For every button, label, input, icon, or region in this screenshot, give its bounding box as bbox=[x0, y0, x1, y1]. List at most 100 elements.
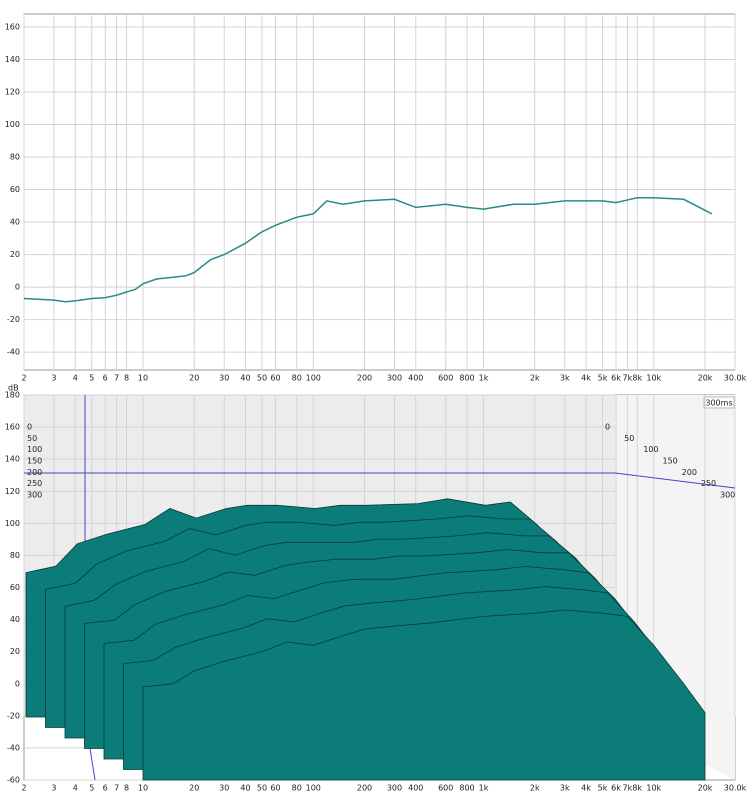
y-tick-label: -40 bbox=[7, 348, 20, 357]
time-box bbox=[703, 396, 735, 409]
x-tick-label: 40 bbox=[240, 784, 250, 793]
x-tick-label: 10k bbox=[646, 784, 661, 793]
x-tick-label: 8k bbox=[632, 374, 642, 383]
x-tick-label: 7k bbox=[623, 374, 633, 383]
x-tick-label: 5 bbox=[89, 374, 94, 383]
x-tick-label: 2k bbox=[530, 374, 540, 383]
x-tick-label: 30 bbox=[219, 374, 229, 383]
x-tick-label: 6k bbox=[611, 374, 621, 383]
time-label: 50 bbox=[624, 434, 634, 443]
time-label: 0 bbox=[605, 423, 610, 432]
plot-area bbox=[23, 13, 736, 371]
time-label: 250 bbox=[701, 479, 716, 488]
y-tick-label: 0 bbox=[15, 283, 20, 292]
time-label: 200 bbox=[27, 468, 42, 477]
time-label: 100 bbox=[643, 445, 658, 454]
y-tick-label: 40 bbox=[10, 218, 20, 227]
response-line bbox=[23, 196, 713, 303]
x-tick-label: 800 bbox=[459, 374, 474, 383]
x-tick-label: 7k bbox=[623, 784, 633, 793]
x-tick-label: 60 bbox=[270, 784, 280, 793]
x-tick-label: 20k bbox=[698, 374, 713, 383]
x-tick-label: 6 bbox=[103, 784, 108, 793]
y-tick-label: 20 bbox=[10, 250, 20, 259]
y-tick-label: -20 bbox=[7, 711, 20, 720]
x-tick-label: 20 bbox=[189, 374, 199, 383]
x-tick-label: 6 bbox=[103, 374, 108, 383]
x-tick-label: 200 bbox=[357, 784, 372, 793]
x-tick-label: 10k bbox=[646, 374, 661, 383]
y-tick-label: 60 bbox=[10, 583, 20, 592]
y-tick-label: -40 bbox=[7, 743, 20, 752]
x-tick-label: 8 bbox=[124, 374, 129, 383]
time-label: 250 bbox=[27, 479, 42, 488]
time-label: 300ms bbox=[705, 399, 732, 408]
waterfall-slice bbox=[142, 609, 706, 781]
y-tick-label: 100 bbox=[5, 120, 20, 129]
x-tick-label: 8k bbox=[632, 784, 642, 793]
x-tick-label: 300 bbox=[387, 374, 402, 383]
cursor-line bbox=[614, 472, 736, 489]
x-tick-label: 5k bbox=[598, 374, 608, 383]
x-tick-label: 4k bbox=[581, 784, 591, 793]
x-tick-label: 2 bbox=[21, 374, 26, 383]
x-tick-label: 40 bbox=[240, 374, 250, 383]
x-tick-label: 100 bbox=[306, 784, 321, 793]
x-tick-label: 300 bbox=[387, 784, 402, 793]
y-tick-label: 140 bbox=[5, 55, 20, 64]
x-tick-label: 2k bbox=[530, 784, 540, 793]
x-tick-label: 1k bbox=[479, 784, 489, 793]
x-tick-label: 600 bbox=[438, 784, 453, 793]
y-axis-label: dB bbox=[8, 384, 19, 393]
x-tick-label: 100 bbox=[306, 374, 321, 383]
time-label: 150 bbox=[663, 457, 678, 466]
y-tick-label: 20 bbox=[10, 647, 20, 656]
x-tick-label: 4 bbox=[73, 374, 78, 383]
time-label: 200 bbox=[682, 468, 697, 477]
x-tick-label: 5k bbox=[598, 784, 608, 793]
x-tick-label: 3 bbox=[51, 374, 56, 383]
x-tick-label: 600 bbox=[438, 374, 453, 383]
x-tick-label: 400 bbox=[408, 374, 423, 383]
x-tick-label: 50 bbox=[257, 374, 267, 383]
x-tick-label: 6k bbox=[611, 784, 621, 793]
x-tick-label: 80 bbox=[292, 374, 302, 383]
x-tick-label: 1k bbox=[479, 374, 489, 383]
y-tick-label: 160 bbox=[5, 423, 20, 432]
x-tick-label: 400 bbox=[408, 784, 423, 793]
y-tick-label: 120 bbox=[5, 88, 20, 97]
y-tick-label: 80 bbox=[10, 153, 20, 162]
y-tick-label: 0 bbox=[15, 679, 20, 688]
x-tick-label: 30 bbox=[219, 784, 229, 793]
x-tick-label: 10 bbox=[138, 374, 148, 383]
x-tick-label: 60 bbox=[270, 374, 280, 383]
y-tick-label: 180 bbox=[5, 391, 20, 400]
x-tick-label: 200 bbox=[357, 374, 372, 383]
x-tick-label: 800 bbox=[459, 784, 474, 793]
x-tick-label: 4k bbox=[581, 374, 591, 383]
x-tick-label: 3k bbox=[560, 784, 570, 793]
x-tick-label: 30.0k bbox=[724, 784, 747, 793]
y-tick-label: -20 bbox=[7, 315, 20, 324]
frequency-response-chart: -40 -20 0 20 40 60 80 100 120 140 160 2 3 4 5 6 7 8 10 20 30… bbox=[5, 13, 747, 383]
y-tick-label: 160 bbox=[5, 23, 20, 32]
y-tick-label: 120 bbox=[5, 487, 20, 496]
time-label: 300 bbox=[720, 491, 735, 500]
y-tick-label: 140 bbox=[5, 455, 20, 464]
x-tick-label: 20k bbox=[698, 784, 713, 793]
x-tick-label: 5 bbox=[89, 784, 94, 793]
time-label: 0 bbox=[27, 423, 32, 432]
x-tick-label: 4 bbox=[73, 784, 78, 793]
x-tick-label: 50 bbox=[257, 784, 267, 793]
x-tick-label: 3 bbox=[51, 784, 56, 793]
x-tick-label: 20 bbox=[189, 784, 199, 793]
time-label: 300 bbox=[27, 491, 42, 500]
waterfall-chart: dB 300ms -60-40-200204060801001201401601… bbox=[5, 384, 747, 793]
x-tick-label: 8 bbox=[124, 784, 129, 793]
x-tick-label: 3k bbox=[560, 374, 570, 383]
x-tick-label: 30.0k bbox=[724, 374, 747, 383]
y-tick-label: 80 bbox=[10, 551, 20, 560]
x-tick-label: 7 bbox=[114, 784, 119, 793]
